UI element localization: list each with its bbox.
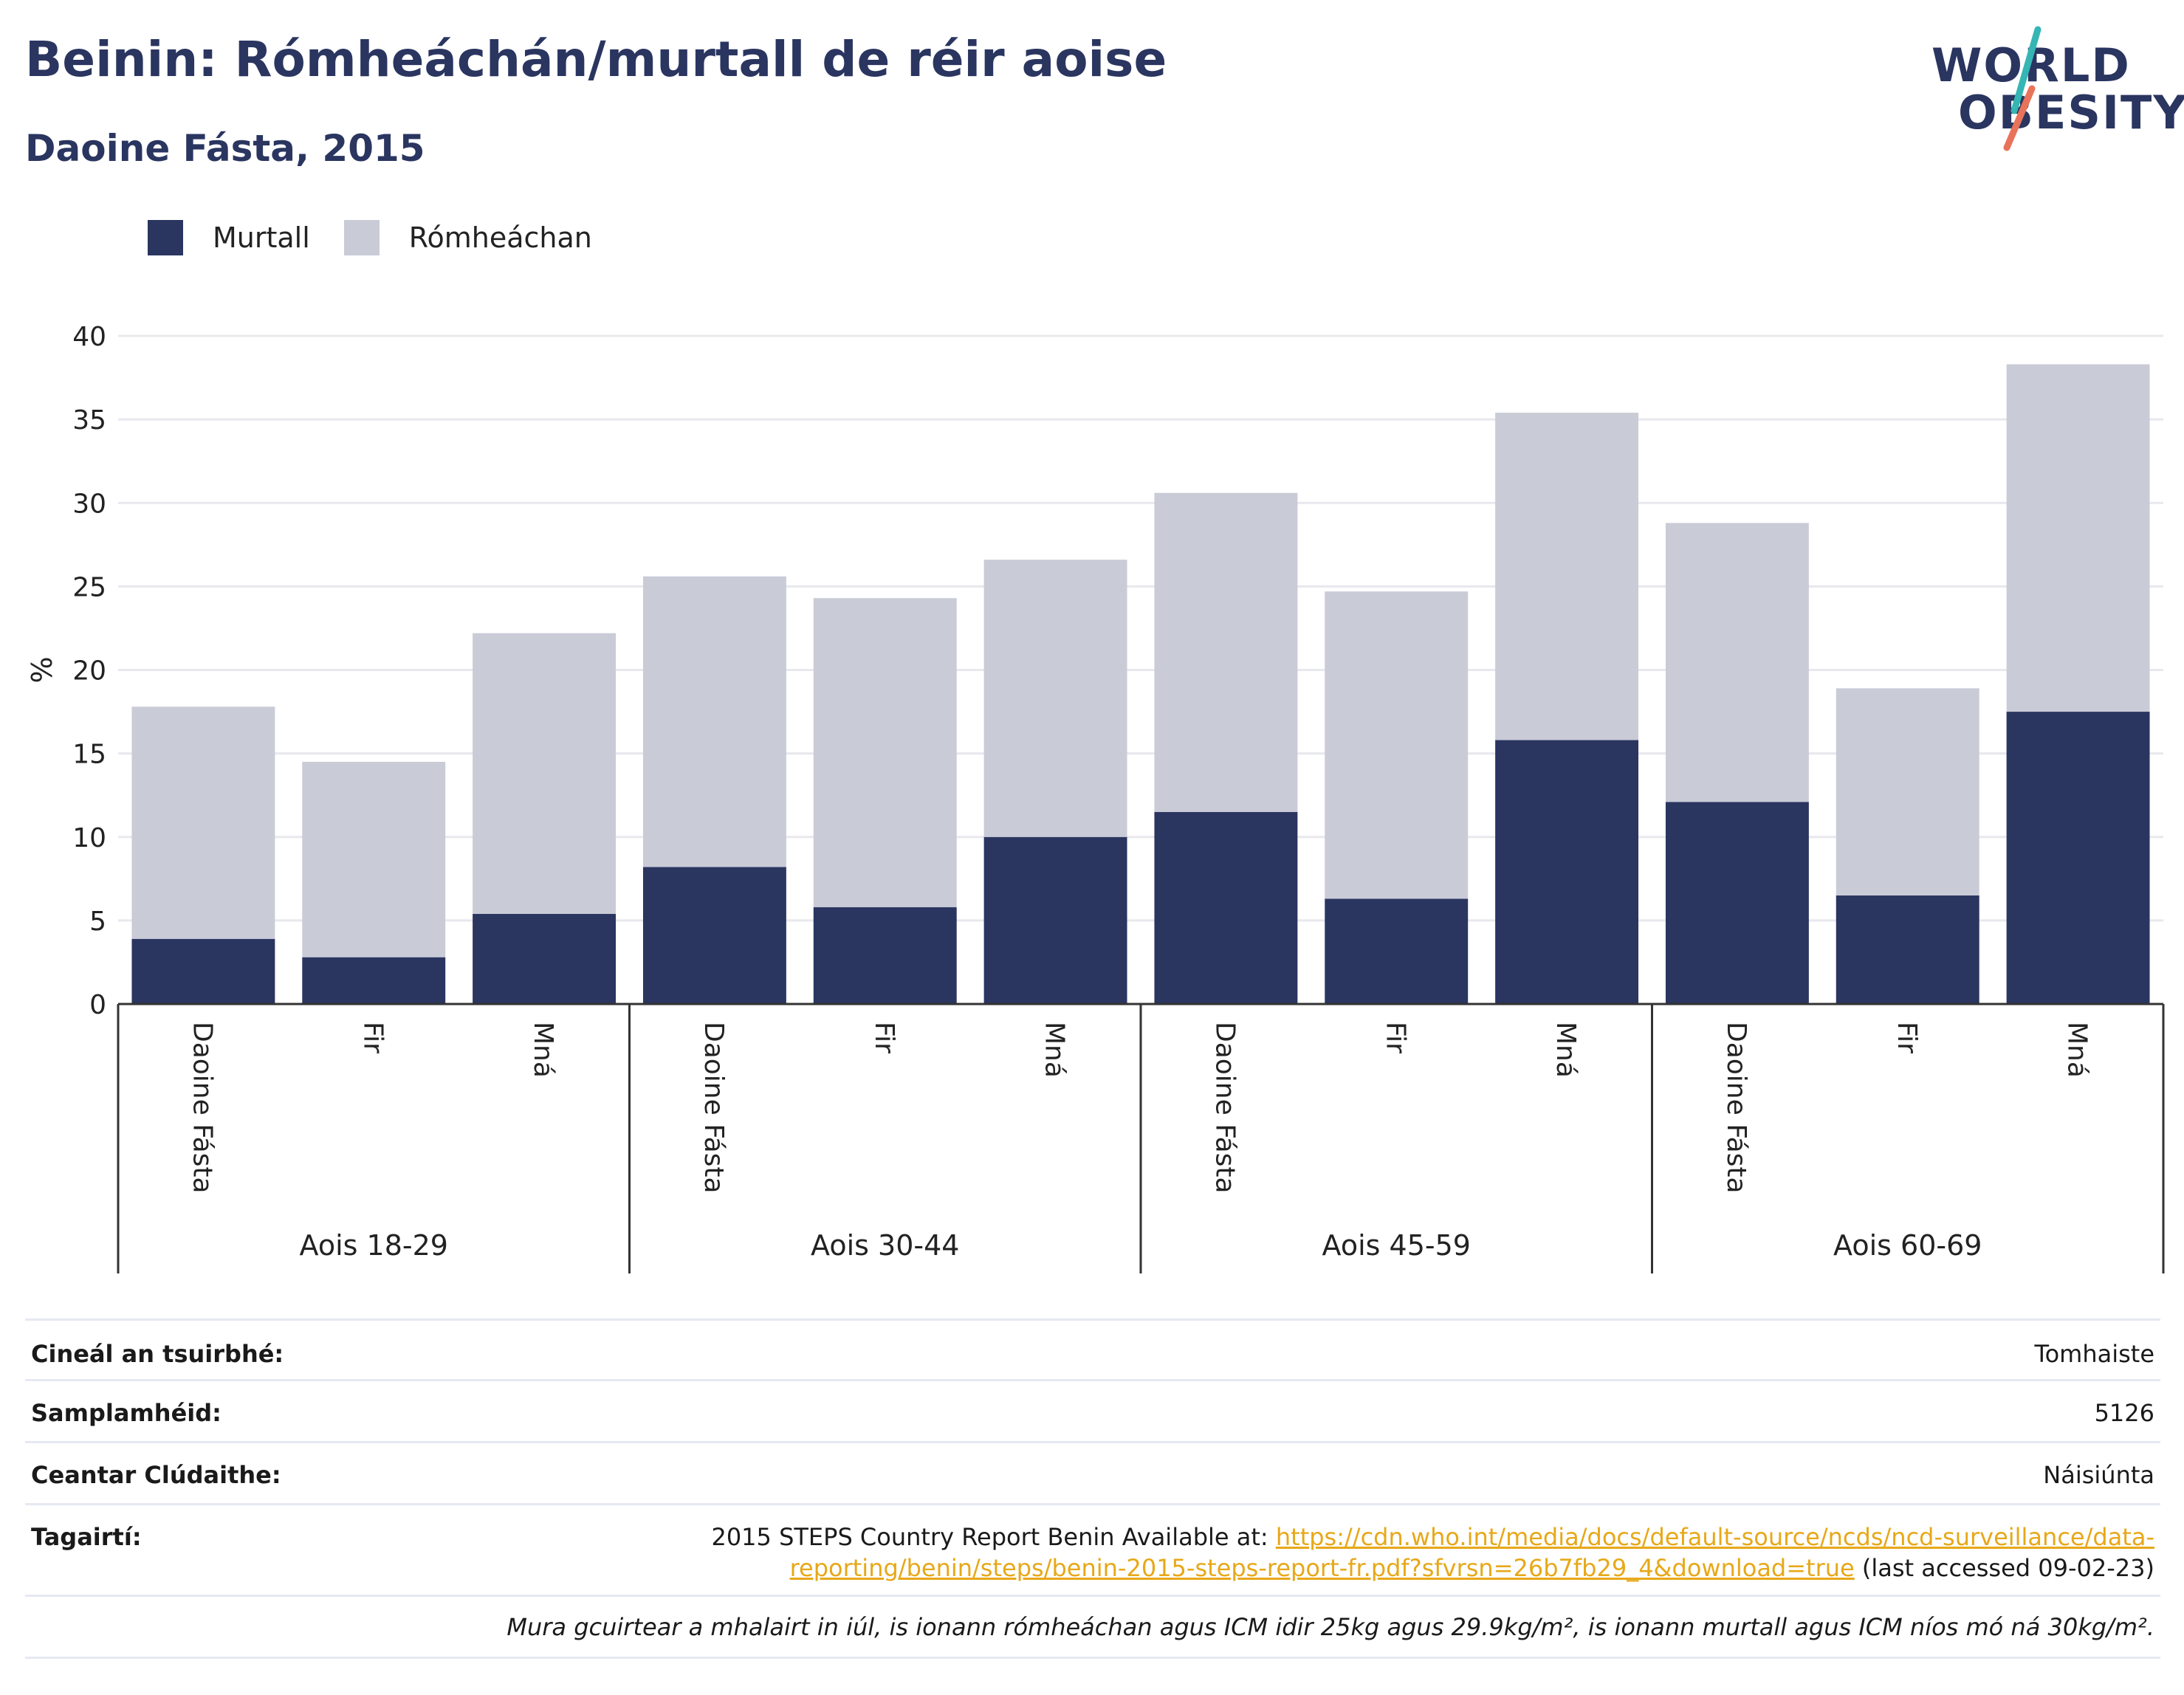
x-group-label: Aois 18-29	[300, 1229, 448, 1262]
logo-slash-icon	[2003, 26, 2042, 151]
bar-murtall	[1665, 802, 1809, 1004]
bar-murtall	[642, 867, 786, 1004]
x-category-label: Fir	[1892, 1022, 1922, 1053]
y-axis-label: %	[26, 656, 58, 683]
world-obesity-logo: WORLD OBESITY	[1920, 22, 2184, 155]
bar-murtall	[1325, 898, 1469, 1004]
x-category-label: Daoine Fásta	[187, 1022, 217, 1194]
bar-romheachan	[473, 633, 617, 914]
bar-murtall	[473, 913, 617, 1004]
footnote-row: Mura gcuirtear a mhalairt in iúl, is ion…	[25, 1595, 2160, 1659]
references-row: Tagairtí: 2015 STEPS Country Report Beni…	[25, 1503, 2160, 1596]
y-tick-label: 35	[72, 405, 106, 436]
reference-prefix: 2015 STEPS Country Report Benin Availabl…	[711, 1523, 1276, 1551]
references-label: Tagairtí:	[25, 1503, 468, 1596]
survey-type-value: Tomhaiste	[468, 1318, 2160, 1381]
bar-romheachan	[131, 706, 275, 939]
y-tick-label: 30	[72, 489, 106, 519]
y-tick-label: 25	[72, 572, 106, 602]
bar-murtall	[983, 836, 1127, 1004]
y-tick-label: 5	[89, 907, 106, 937]
x-category-label: Mná	[1040, 1022, 1070, 1078]
y-tick-label: 20	[72, 656, 106, 687]
chart-subtitle: Daoine Fásta, 2015	[25, 127, 425, 170]
bar-murtall	[1836, 895, 1979, 1004]
bar-murtall	[813, 907, 957, 1004]
x-category-label: Fir	[869, 1022, 899, 1053]
survey-type-label: Cineál an tsuirbhé:	[25, 1318, 468, 1381]
survey-type-row: Cineál an tsuirbhé: Tomhaiste	[25, 1318, 2160, 1381]
bar-murtall	[131, 938, 275, 1004]
legend-item-murtall: Murtall	[148, 220, 310, 255]
x-category-label: Fir	[1380, 1022, 1410, 1053]
x-category-label: Daoine Fásta	[698, 1022, 729, 1194]
legend-item-romheachan: Rómheáchan	[343, 220, 592, 255]
coverage-row: Ceantar Clúdaithe: Náisiúnta	[25, 1441, 2160, 1505]
sample-size-row: Samplamhéid: 5126	[25, 1379, 2160, 1443]
x-category-label: Mná	[2062, 1022, 2092, 1078]
y-tick-label: 10	[72, 823, 106, 853]
footnote: Mura gcuirtear a mhalairt in iúl, is ion…	[25, 1595, 2160, 1659]
legend-swatch-murtall	[148, 220, 183, 255]
chart-legend: Murtall Rómheáchan	[148, 220, 626, 255]
bar-romheachan	[1325, 591, 1469, 899]
bar-romheachan	[1495, 413, 1639, 740]
x-category-label: Daoine Fásta	[1721, 1022, 1751, 1194]
bar-romheachan	[2006, 364, 2150, 712]
bar-romheachan	[983, 560, 1127, 837]
reference-link-part1[interactable]: https://cdn.who.int/media/docs/default-s…	[1275, 1523, 2154, 1551]
chart-title: Beinin: Rómheáchán/murtall de réir aoise	[25, 31, 1167, 88]
bar-romheachan	[642, 576, 786, 867]
sample-size-label: Samplamhéid:	[25, 1379, 468, 1443]
bar-murtall	[1154, 811, 1298, 1004]
bar-romheachan	[1665, 523, 1809, 802]
y-tick-label: 40	[72, 322, 106, 352]
legend-label-murtall: Murtall	[213, 221, 310, 254]
x-group-label: Aois 60-69	[1833, 1229, 1982, 1262]
y-tick-label: 15	[72, 740, 106, 770]
bar-murtall	[1495, 740, 1639, 1004]
legend-label-romheachan: Rómheáchan	[408, 221, 592, 254]
x-group-label: Aois 45-59	[1322, 1229, 1471, 1262]
survey-info-table: Cineál an tsuirbhé: Tomhaiste Samplamhéi…	[25, 1318, 2160, 1659]
bar-murtall	[302, 957, 446, 1004]
y-tick-label: 0	[89, 990, 106, 1020]
references-value: 2015 STEPS Country Report Benin Availabl…	[468, 1503, 2160, 1596]
legend-swatch-romheachan	[343, 220, 380, 255]
bar-romheachan	[1836, 688, 1979, 895]
logo-line2: OBESITY	[1958, 86, 2184, 140]
coverage-label: Ceantar Clúdaithe:	[25, 1441, 468, 1505]
bar-murtall	[2006, 712, 2150, 1004]
sample-size-value: 5126	[468, 1379, 2160, 1443]
coverage-value: Náisiúnta	[468, 1441, 2160, 1505]
x-category-label: Daoine Fásta	[1209, 1022, 1240, 1194]
reference-suffix: (last accessed 09-02-23)	[1854, 1554, 2154, 1582]
bar-romheachan	[1154, 492, 1298, 812]
bar-romheachan	[813, 598, 957, 907]
x-group-label: Aois 30-44	[811, 1229, 959, 1262]
x-category-label: Mná	[1551, 1022, 1581, 1078]
x-category-label: Mná	[528, 1022, 558, 1078]
bar-romheachan	[302, 761, 446, 957]
x-category-label: Fir	[357, 1022, 388, 1053]
reference-link-part2[interactable]: reporting/benin/steps/benin-2015-steps-r…	[789, 1554, 1855, 1582]
stacked-bar-chart: 0 5 10 15 20 25 30 35 40% Daoine Fásta Fir Mná Daoin…	[26, 322, 2165, 1273]
